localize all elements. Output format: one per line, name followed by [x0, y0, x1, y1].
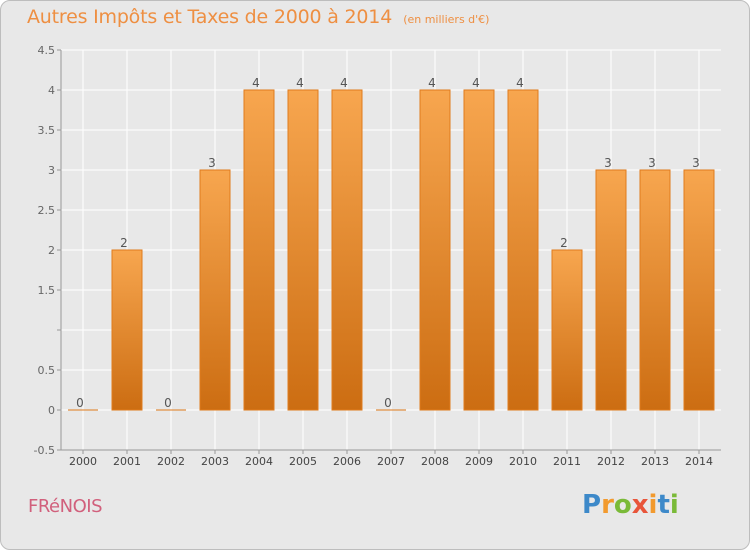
data-labels: 0 2 0 3 4 4 4 0 4 4 4 2 3 3 3 [76, 76, 700, 410]
proxiti-logo: Proxiti [582, 490, 679, 520]
bar [463, 89, 495, 411]
x-tick-label: 2012 [597, 455, 625, 468]
data-label: 4 [428, 76, 436, 90]
y-tick-label: 3 [48, 164, 55, 177]
x-tick-label: 2000 [69, 455, 97, 468]
data-label: 4 [472, 76, 480, 90]
data-label: 3 [692, 156, 700, 170]
data-label: 0 [164, 396, 172, 410]
y-tick-label: 2.5 [38, 204, 56, 217]
bar [199, 169, 231, 411]
x-tick-label: 2008 [421, 455, 449, 468]
data-label: 4 [340, 76, 348, 90]
bar [683, 169, 715, 411]
x-tick-label: 2009 [465, 455, 493, 468]
x-tick-label: 2003 [201, 455, 229, 468]
y-tick-label: 2 [48, 244, 55, 257]
y-tick-label: 0.5 [38, 364, 56, 377]
data-label: 4 [252, 76, 260, 90]
x-tick-label: 2001 [113, 455, 141, 468]
data-label: 4 [516, 76, 524, 90]
x-tick-label: 2007 [377, 455, 405, 468]
data-label: 2 [120, 236, 128, 250]
bar [111, 249, 143, 411]
x-tick-label: 2004 [245, 455, 273, 468]
y-tick-label: 3.5 [38, 124, 56, 137]
x-tick-label: 2002 [157, 455, 185, 468]
bar [419, 89, 451, 411]
data-label: 3 [604, 156, 612, 170]
y-tick-label: 4 [48, 84, 55, 97]
data-label: 3 [648, 156, 656, 170]
chart-subtitle: (en milliers d'€) [403, 13, 490, 26]
data-label: 3 [208, 156, 216, 170]
commune-name: FRéNOIS [28, 496, 103, 517]
y-tick-label: 4.5 [38, 44, 56, 57]
bar [551, 249, 583, 411]
x-tick-label: 2006 [333, 455, 361, 468]
bars [68, 89, 715, 411]
y-tick-label: -0.5 [34, 444, 55, 457]
x-tick-label: 2013 [641, 455, 669, 468]
x-tick-label: 2010 [509, 455, 537, 468]
data-label: 2 [560, 236, 568, 250]
bar [639, 169, 671, 411]
bar [68, 409, 98, 411]
x-tick-label: 2011 [553, 455, 581, 468]
data-label: 4 [296, 76, 304, 90]
chart-title-block: Autres Impôts et Taxes de 2000 à 2014 (e… [27, 6, 489, 28]
y-tick-label: 0 [48, 404, 55, 417]
bar [243, 89, 275, 411]
bar [376, 409, 406, 411]
x-tick-label: 2005 [289, 455, 317, 468]
bar [507, 89, 539, 411]
bar [331, 89, 363, 411]
bar [595, 169, 627, 411]
data-label: 0 [384, 396, 392, 410]
chart-title: Autres Impôts et Taxes de 2000 à 2014 [27, 6, 393, 28]
x-tick-label: 2014 [685, 455, 713, 468]
bar [156, 409, 186, 411]
data-label: 0 [76, 396, 84, 410]
y-tick-label: 1.5 [38, 284, 56, 297]
bar [287, 89, 319, 411]
